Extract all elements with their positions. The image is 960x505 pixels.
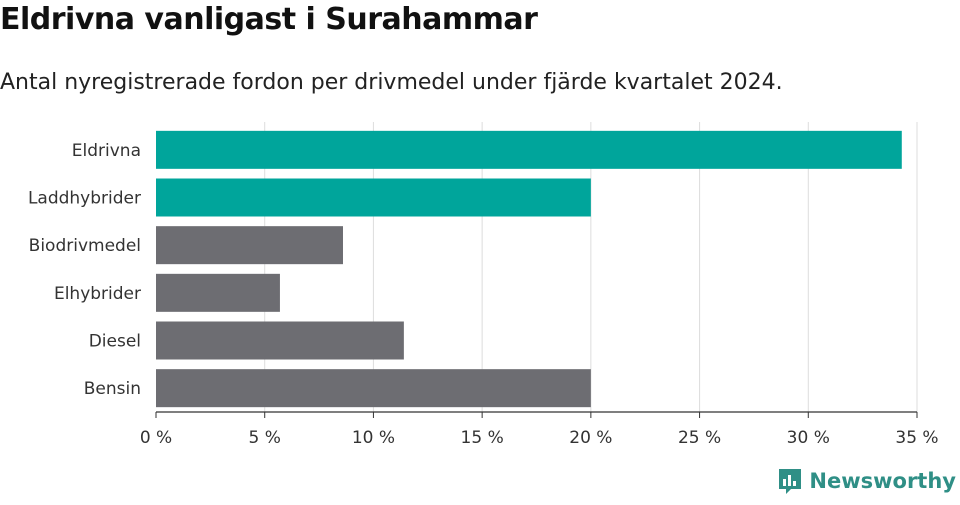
bar: [156, 321, 404, 360]
x-tick-label: 20 %: [569, 428, 612, 448]
category-label: Laddhybrider: [28, 189, 141, 209]
x-tick-label: 35 %: [895, 428, 938, 448]
x-tick-label: 10 %: [352, 428, 395, 448]
chart-subtitle: Antal nyregistrerade fordon per drivmede…: [0, 70, 783, 95]
x-tick-label: 0 %: [140, 428, 172, 448]
bar: [156, 178, 591, 217]
grid-lines: [264, 122, 918, 412]
x-tick-label: 5 %: [249, 428, 281, 448]
category-label: Eldrivna: [72, 141, 141, 161]
category-label: Bensin: [84, 379, 141, 399]
x-axis: 0 % 5 % 10 % 15 % 20 % 25 % 30 % 35 %: [140, 411, 939, 448]
x-tick-label: 15 %: [461, 428, 504, 448]
x-tick-label: 30 %: [787, 428, 830, 448]
category-labels: Eldrivna Laddhybrider Biodrivmedel Elhybrid…: [28, 141, 141, 399]
bar: [156, 369, 591, 408]
bars: [156, 130, 902, 408]
newsworthy-icon: [779, 469, 802, 494]
bar: [156, 273, 280, 312]
bar: [156, 226, 343, 265]
category-label: Biodrivmedel: [29, 236, 141, 256]
category-label: Elhybrider: [54, 284, 141, 304]
bar: [156, 130, 902, 169]
x-tick-label: 25 %: [678, 428, 721, 448]
brand-name: Newsworthy: [809, 469, 956, 493]
category-label: Diesel: [89, 332, 141, 352]
newsworthy-logo: Newsworthy: [777, 467, 956, 495]
chart-title: Eldrivna vanligast i Surahammar: [0, 2, 538, 37]
